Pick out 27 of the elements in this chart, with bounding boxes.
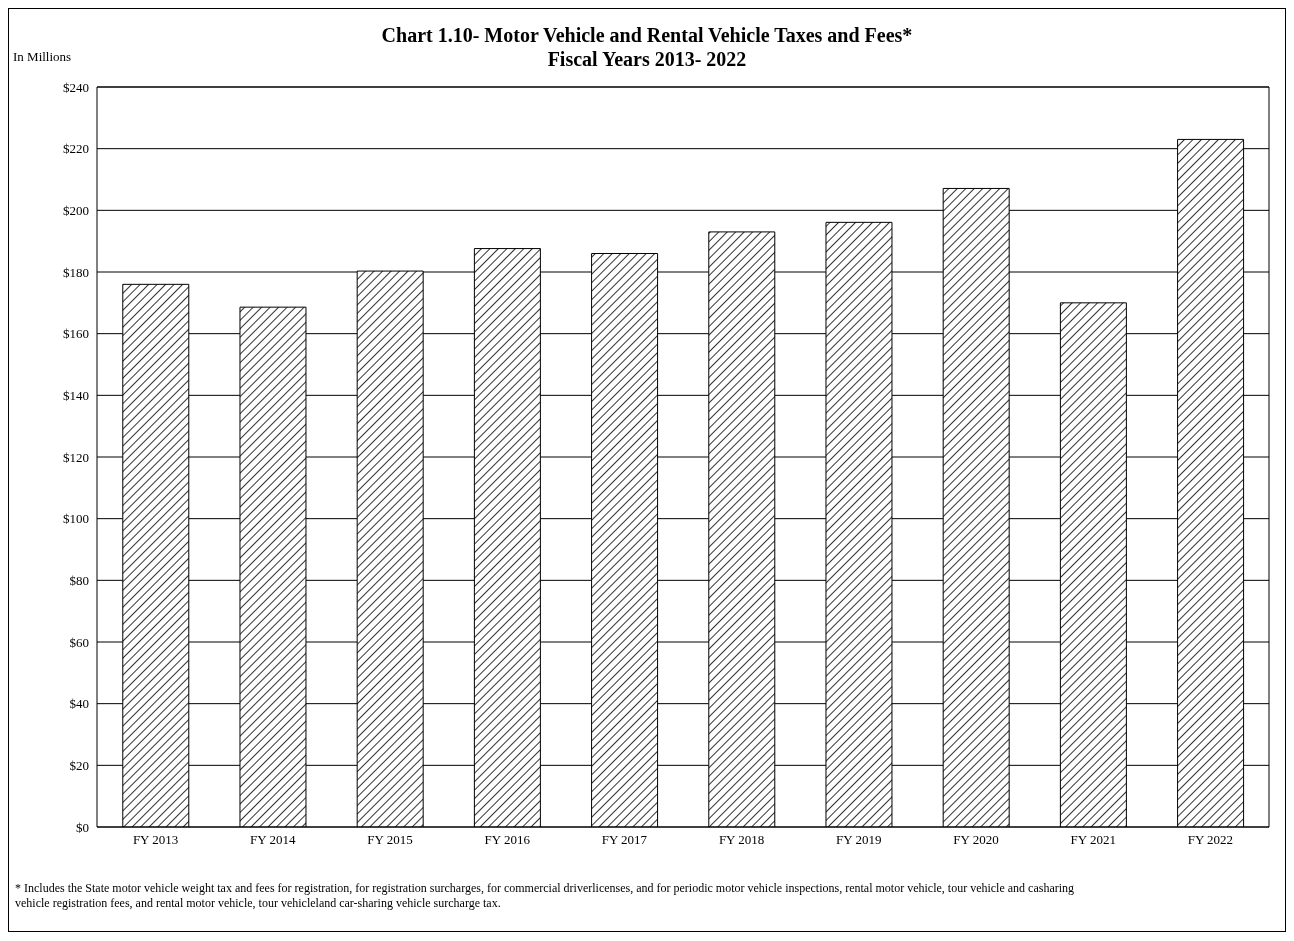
y-tick-label: $160 [63, 326, 89, 342]
x-tick-label: FY 2022 [1187, 832, 1234, 848]
y-axis-title: In Millions [13, 49, 72, 65]
y-tick-label: $80 [69, 572, 89, 588]
y-tick-label: $180 [63, 264, 89, 280]
chart-subtitle: Fiscal Years 2013- 2022 [547, 48, 747, 70]
chart-title: Chart 1.10- Motor Vehicle and Rental Vehicle Taxes and Fees* [380, 23, 914, 47]
x-tick-label: FY 2018 [718, 832, 765, 848]
y-tick-label: $200 [63, 202, 89, 218]
y-tick-label: $100 [63, 511, 89, 527]
y-tick-label: $120 [63, 449, 89, 465]
y-tick-label: $240 [63, 79, 89, 95]
x-tick-label: FY 2016 [484, 832, 531, 848]
y-tick-label: $20 [69, 757, 89, 773]
x-tick-label: FY 2014 [250, 832, 296, 848]
y-tick-label: $60 [69, 634, 89, 650]
y-tick-label: $40 [69, 696, 89, 712]
x-tick-label: FY 2013 [132, 832, 179, 848]
x-tick-label: FY 2019 [836, 832, 882, 848]
x-tick-label: FY 2020 [953, 832, 999, 848]
y-tick-label: $0 [76, 819, 89, 835]
y-tick-label: $140 [63, 387, 89, 403]
x-tick-label: FY 2015 [367, 832, 413, 848]
y-tick-label: $220 [63, 141, 89, 157]
x-tick-label: FY 2021 [1070, 832, 1116, 848]
x-tick-label: FY 2017 [601, 832, 648, 848]
text: * Includes the State motor vehicle weight tax and fees for registration, for registration surcharges, for commercial driverlicenses, and for periodic motor vehicle inspections, rental motor vehicle, tour vehicle and casharing vehicle registration fees, and rental motor vehicle, tour vehicleland car-sharing vehicle surcharge tax. [15, 881, 1076, 911]
